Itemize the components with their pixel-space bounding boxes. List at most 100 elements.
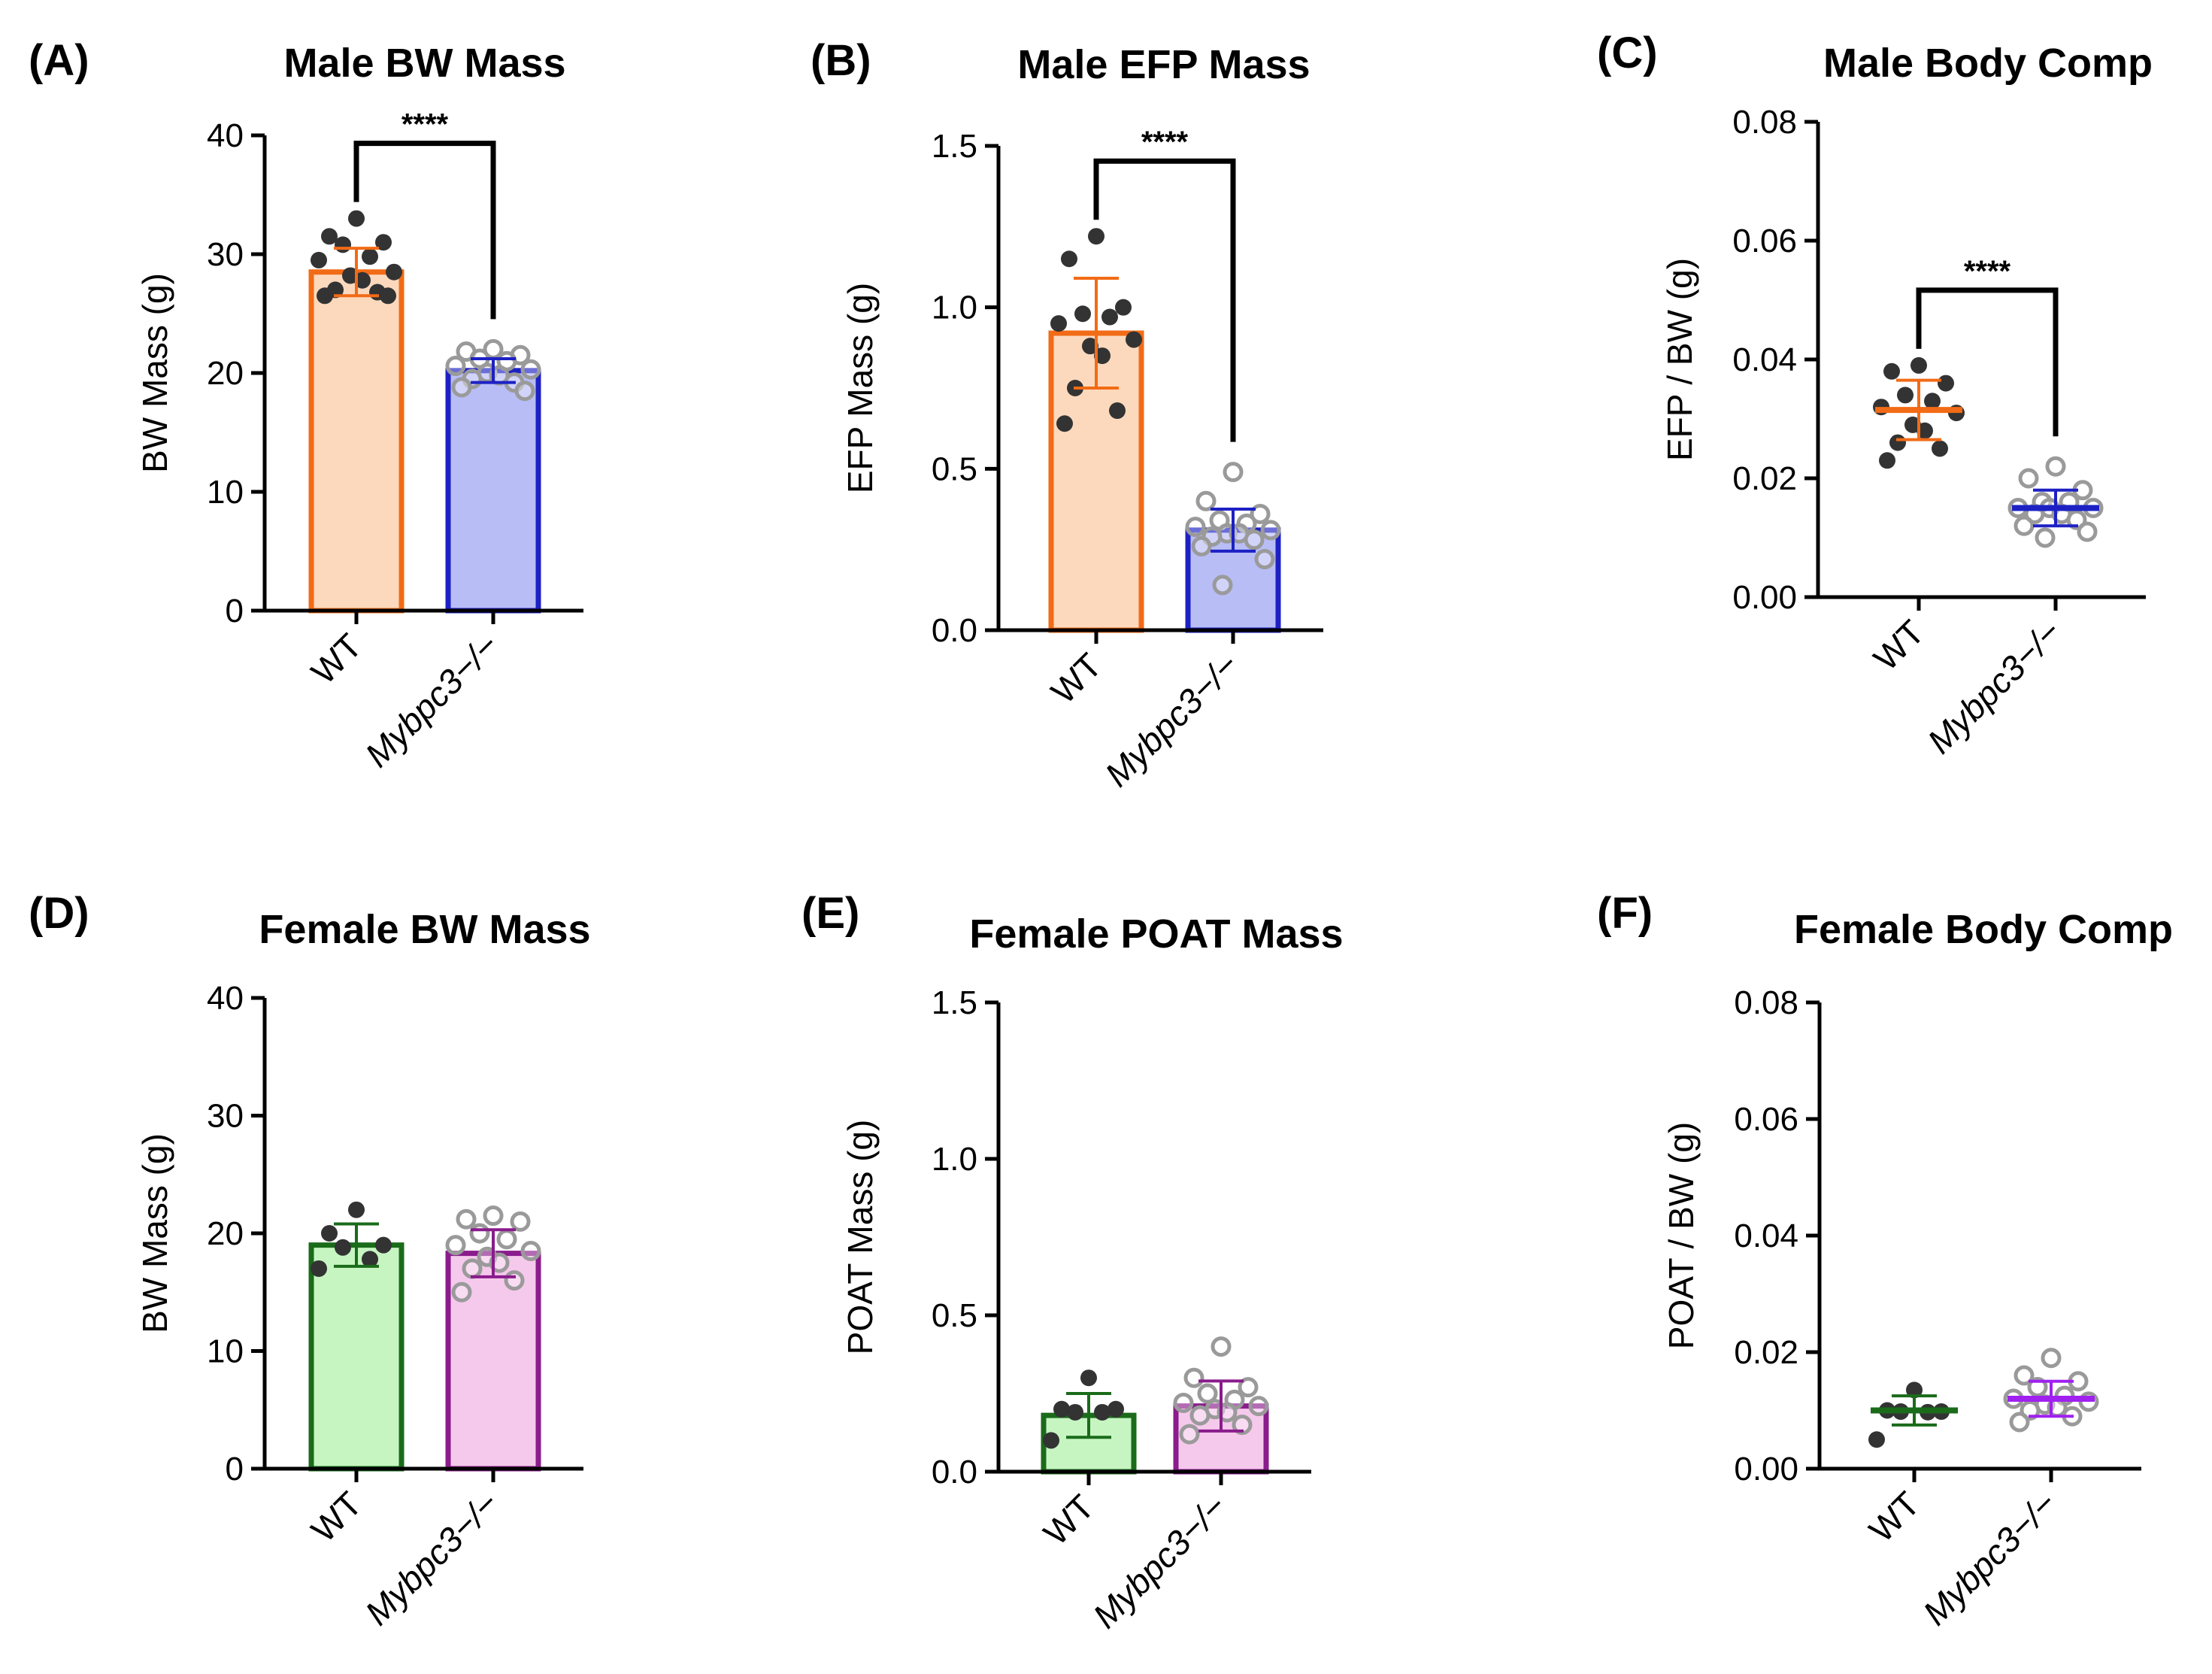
data-point — [1883, 362, 1900, 380]
bar — [308, 1242, 405, 1472]
y-tick-label: 0.02 — [1732, 460, 1797, 497]
data-point — [1094, 1403, 1111, 1421]
panel-label: (A) — [29, 36, 89, 85]
data-point — [375, 1236, 392, 1254]
y-tick-label: 0.08 — [1732, 104, 1797, 141]
x-category-label: WT — [1036, 1487, 1101, 1552]
chart-panel-b: (B) Male EFP Mass EFP Mass (g) 0.0 0.5 1.0 1.5… — [811, 36, 1323, 794]
data-point — [335, 1239, 351, 1256]
data-point — [2014, 1365, 2035, 1386]
y-axis-label: BW Mass (g) — [135, 1133, 174, 1333]
data-point — [2077, 521, 2098, 542]
panel-label: (D) — [29, 889, 89, 938]
significance-bracket — [1916, 287, 2059, 437]
data-point — [496, 1229, 517, 1250]
data-point — [456, 1208, 477, 1230]
data-point — [514, 381, 535, 402]
data-point — [1932, 440, 1948, 457]
data-point — [489, 1252, 510, 1273]
data-point — [1223, 462, 1244, 483]
y-tick-label: 0 — [226, 593, 244, 629]
data-point — [1050, 315, 1067, 332]
y-tick-label: 10 — [207, 474, 244, 511]
y-tick-label: 0 — [226, 1451, 244, 1487]
data-point — [1924, 393, 1941, 410]
y-tick-label: 10 — [207, 1333, 244, 1370]
y-tick-label: 20 — [207, 355, 244, 392]
data-point — [2009, 1412, 2030, 1433]
x-category-label: WT — [304, 1484, 369, 1549]
chart-title: Female BW Mass — [259, 907, 590, 952]
y-tick-label: 0.04 — [1734, 1218, 1798, 1254]
data-point — [462, 1258, 483, 1279]
data-point — [1185, 517, 1206, 538]
data-point — [1260, 520, 1281, 541]
data-point — [1906, 1381, 1923, 1399]
data-point — [1108, 1400, 1124, 1418]
data-point — [321, 228, 338, 245]
x-category-label: Mybpc3−/− — [1085, 1487, 1234, 1636]
x-category-label: WT — [1862, 1484, 1927, 1549]
data-point — [483, 1205, 504, 1227]
y-tick-label: 0.06 — [1734, 1101, 1798, 1138]
data-point — [1889, 434, 1906, 451]
y-tick-label: 0.04 — [1732, 341, 1797, 378]
x-category-label: Mybpc3−/− — [1915, 1484, 2064, 1633]
data-point — [311, 251, 327, 268]
data-point — [1173, 1392, 1194, 1413]
y-tick-label: 0.00 — [1734, 1451, 1798, 1487]
x-category-label: Mybpc3−/− — [1920, 612, 2068, 761]
data-point — [1917, 422, 1933, 439]
chart-title: Male EFP Mass — [1017, 42, 1310, 87]
y-tick-label: 1.0 — [932, 1141, 977, 1178]
data-point — [321, 1225, 338, 1242]
data-point — [1101, 308, 1118, 326]
data-point — [451, 1281, 472, 1303]
data-point — [375, 234, 392, 251]
significance-bracket — [353, 141, 496, 320]
bar — [445, 368, 541, 614]
y-axis-label: EFP Mass (g) — [841, 283, 880, 493]
significance-label: **** — [1964, 255, 2011, 288]
bar — [308, 269, 405, 614]
panel-label: (F) — [1597, 889, 1653, 938]
data-point — [1126, 331, 1142, 348]
data-point — [510, 1211, 531, 1232]
x-category-label: WT — [1044, 645, 1109, 711]
significance-label: **** — [1141, 126, 1189, 159]
y-axis-label: BW Mass (g) — [135, 273, 174, 473]
data-point — [1195, 490, 1217, 511]
data-point — [1938, 375, 1954, 392]
y-tick-label: 30 — [207, 236, 244, 273]
data-point — [1115, 299, 1132, 316]
data-point — [335, 236, 351, 253]
data-point — [1191, 535, 1212, 556]
data-point — [1088, 228, 1104, 245]
chart-panel-a: (A) Male BW Mass BW Mass (g) 0 10 20 30 40 WTMyb… — [29, 36, 583, 775]
x-category-label: WT — [304, 626, 369, 691]
data-point — [2045, 456, 2066, 477]
y-tick-label: 1.5 — [932, 128, 977, 165]
chart-title: Female POAT Mass — [969, 911, 1343, 957]
chart-title: Male BW Mass — [283, 41, 565, 86]
data-point — [1232, 1415, 1253, 1436]
data-point — [445, 1235, 466, 1256]
data-point — [1074, 305, 1091, 323]
data-point — [1217, 1402, 1238, 1423]
data-point — [445, 356, 466, 377]
y-tick-label: 20 — [207, 1215, 244, 1252]
data-point — [354, 271, 371, 289]
data-point — [1061, 250, 1077, 268]
chart-panel-d: (D) Female BW Mass BW Mass (g) 0 10 20 30 40 WTM… — [29, 889, 591, 1633]
data-point — [348, 210, 365, 227]
y-tick-label: 0.5 — [932, 450, 977, 487]
y-axis-label: POAT Mass (g) — [841, 1120, 880, 1355]
y-tick-label: 0.0 — [932, 1454, 977, 1491]
data-point — [362, 248, 378, 265]
y-tick-label: 40 — [207, 980, 244, 1017]
x-category-label: WT — [1866, 612, 1932, 678]
data-point — [504, 1270, 525, 1291]
significance-label: **** — [401, 108, 449, 141]
data-point — [1189, 1405, 1211, 1426]
